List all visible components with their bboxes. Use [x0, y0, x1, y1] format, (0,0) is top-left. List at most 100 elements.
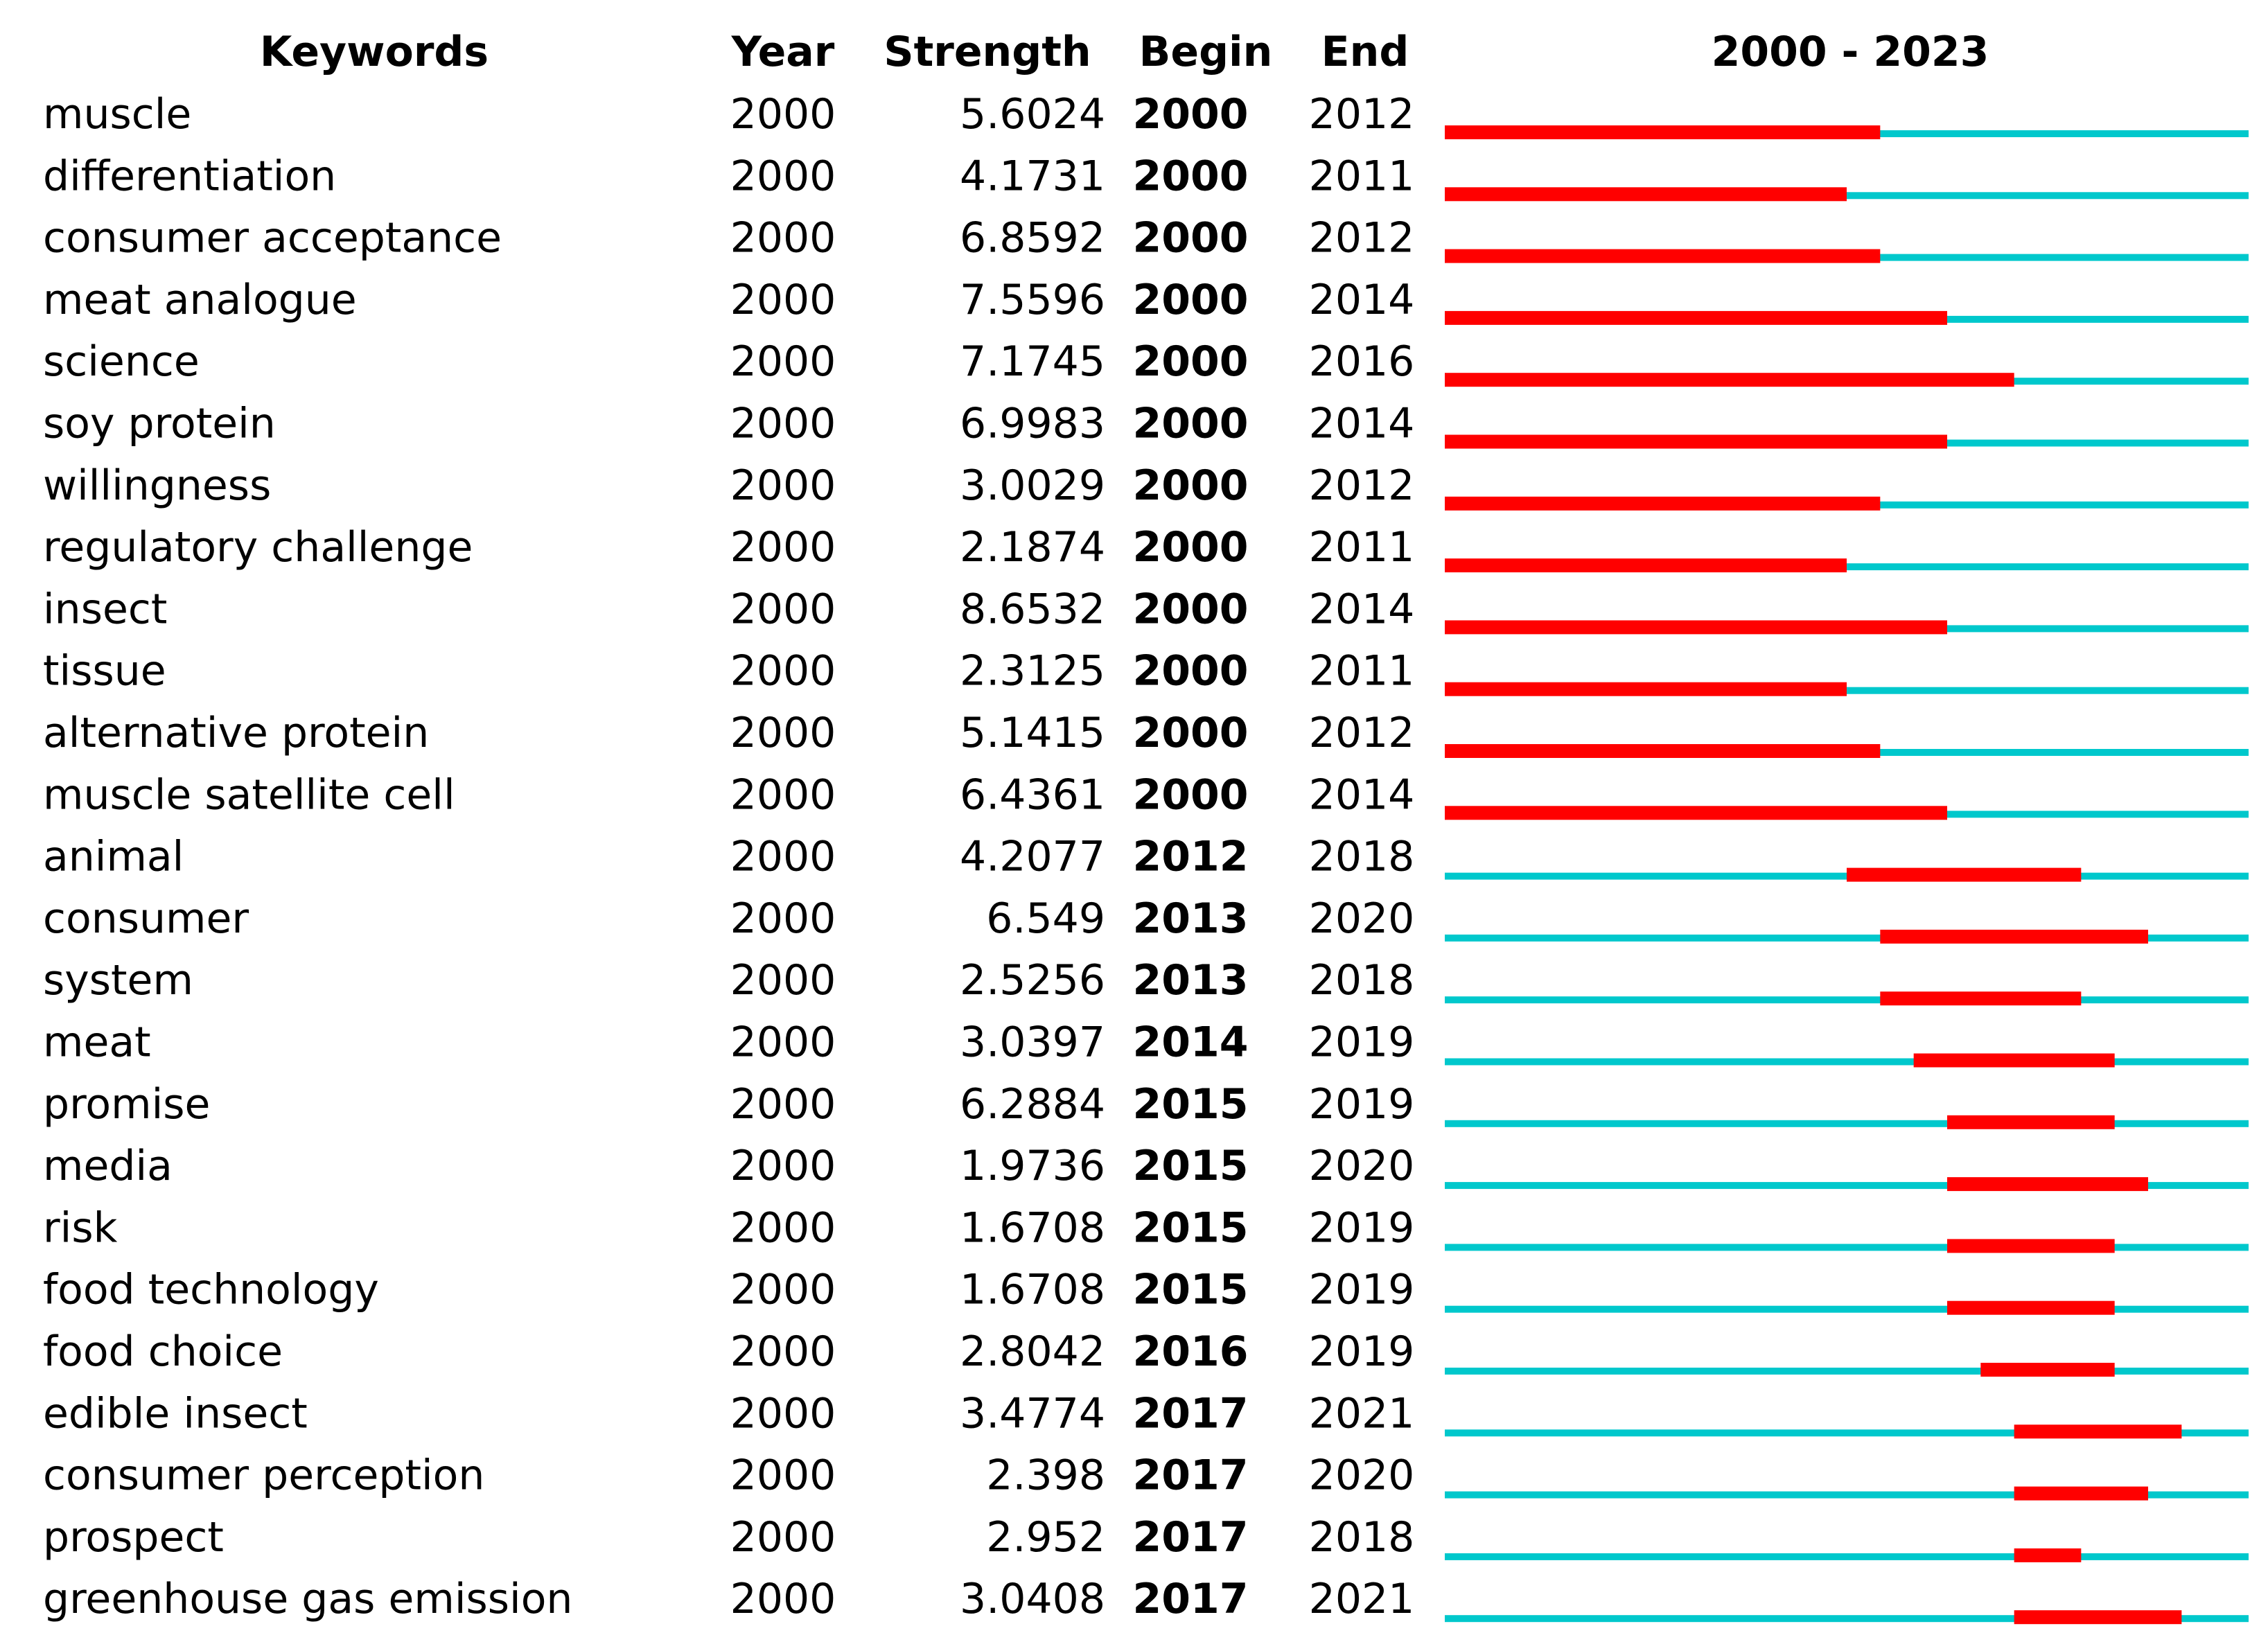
burst-bar: [1847, 867, 2082, 882]
burst-bar: [1947, 1300, 2115, 1315]
timeline-base: [1445, 1429, 2249, 1437]
keyword-label: greenhouse gas emission: [43, 1575, 572, 1623]
header-end: End: [1321, 28, 1409, 76]
table-row: tissue 2000 2.3125 2000 2011: [43, 647, 2249, 696]
burst-bar: [2014, 1548, 2082, 1562]
year-value: 2000: [730, 461, 836, 510]
end-value: 2012: [1309, 709, 1415, 757]
timeline-base: [1445, 1058, 2249, 1066]
keyword-label: edible insect: [43, 1389, 308, 1438]
burst-bar: [1913, 1053, 2115, 1068]
keyword-label: alternative protein: [43, 709, 429, 757]
table-row: willingness 2000 3.0029 2000 2012: [43, 461, 2249, 511]
table-row: animal 2000 4.2077 2012 2018: [43, 833, 2249, 882]
year-value: 2000: [730, 523, 836, 572]
year-value: 2000: [730, 337, 836, 386]
begin-value: 2015: [1133, 1142, 1249, 1190]
burst-bar: [1445, 682, 1847, 696]
end-value: 2011: [1309, 647, 1415, 696]
table-row: muscle satellite cell 2000 6.4361 2000 2014: [43, 770, 2249, 820]
burst-bar: [1445, 434, 1947, 449]
keyword-label: meat analogue: [43, 276, 357, 324]
begin-value: 2000: [1133, 152, 1249, 200]
timeline-base: [1445, 1244, 2249, 1251]
strength-value: 7.5596: [960, 276, 1105, 324]
keyword-label: tissue: [43, 647, 166, 696]
begin-value: 2000: [1133, 461, 1249, 510]
burst-bar: [1947, 1115, 2115, 1129]
table-row: food choice 2000 2.8042 2016 2019: [43, 1327, 2249, 1377]
end-value: 2020: [1309, 1451, 1415, 1500]
burst-bar: [1445, 310, 1947, 325]
strength-value: 2.5256: [960, 956, 1105, 1005]
strength-value: 7.1745: [960, 337, 1105, 386]
strength-value: 3.0029: [960, 461, 1105, 510]
year-value: 2000: [730, 894, 836, 943]
year-value: 2000: [730, 1513, 836, 1562]
begin-value: 2000: [1133, 523, 1249, 572]
burst-bar: [1445, 496, 1881, 511]
begin-value: 2017: [1133, 1451, 1249, 1500]
end-value: 2014: [1309, 276, 1415, 324]
year-value: 2000: [730, 770, 836, 819]
begin-value: 2000: [1133, 400, 1249, 448]
year-value: 2000: [730, 1451, 836, 1500]
keyword-label: science: [43, 337, 200, 386]
burst-rows: muscle 2000 5.6024 2000 2012 differentiation 2…: [43, 90, 2249, 1625]
year-value: 2000: [730, 1142, 836, 1190]
burst-bar: [1445, 187, 1847, 202]
end-value: 2020: [1309, 894, 1415, 943]
end-value: 2012: [1309, 214, 1415, 263]
end-value: 2018: [1309, 1513, 1415, 1562]
keyword-label: insect: [43, 585, 167, 633]
keyword-label: promise: [43, 1080, 210, 1129]
header-keywords: Keywords: [260, 28, 489, 76]
strength-value: 6.2884: [960, 1080, 1105, 1129]
strength-value: 6.9983: [960, 400, 1105, 448]
table-row: consumer 2000 6.549 2013 2020: [43, 894, 2249, 944]
begin-value: 2017: [1133, 1513, 1249, 1562]
burst-bar: [1445, 125, 1881, 139]
timeline-base: [1445, 1491, 2249, 1499]
year-value: 2000: [730, 585, 836, 633]
year-value: 2000: [730, 1080, 836, 1129]
timeline-base: [1445, 996, 2249, 1004]
end-value: 2019: [1309, 1080, 1415, 1129]
keyword-label: soy protein: [43, 400, 276, 448]
strength-value: 1.9736: [960, 1142, 1105, 1190]
header-year-range: 2000 - 2023: [1712, 28, 1989, 76]
strength-value: 1.6708: [960, 1203, 1105, 1252]
burst-bar: [1445, 249, 1881, 263]
burst-bar: [2014, 1486, 2148, 1501]
table-row: consumer acceptance 2000 6.8592 2000 2012: [43, 214, 2249, 263]
end-value: 2011: [1309, 152, 1415, 200]
timeline-base: [1445, 1120, 2249, 1127]
timeline-base: [1445, 1182, 2249, 1190]
keyword-label: prospect: [43, 1513, 224, 1562]
year-value: 2000: [730, 1203, 836, 1252]
keyword-label: consumer acceptance: [43, 214, 502, 263]
end-value: 2019: [1309, 1266, 1415, 1314]
table-row: edible insect 2000 3.4774 2017 2021: [43, 1389, 2249, 1439]
end-value: 2014: [1309, 770, 1415, 819]
year-value: 2000: [730, 956, 836, 1005]
begin-value: 2013: [1133, 956, 1249, 1005]
begin-value: 2015: [1133, 1203, 1249, 1252]
end-value: 2012: [1309, 461, 1415, 510]
strength-value: 1.6708: [960, 1266, 1105, 1314]
table-row: prospect 2000 2.952 2017 2018: [43, 1513, 2249, 1562]
begin-value: 2013: [1133, 894, 1249, 943]
begin-value: 2017: [1133, 1389, 1249, 1438]
table-row: risk 2000 1.6708 2015 2019: [43, 1203, 2249, 1253]
strength-value: 4.2077: [960, 833, 1105, 881]
year-value: 2000: [730, 1018, 836, 1067]
burst-bar: [1445, 806, 1947, 820]
keyword-label: muscle: [43, 90, 191, 139]
header-year: Year: [731, 28, 835, 76]
keyword-label: meat: [43, 1018, 151, 1067]
table-row: promise 2000 6.2884 2015 2019: [43, 1080, 2249, 1129]
year-value: 2000: [730, 709, 836, 757]
burst-bar: [1880, 929, 2148, 944]
table-row: muscle 2000 5.6024 2000 2012: [43, 90, 2249, 139]
